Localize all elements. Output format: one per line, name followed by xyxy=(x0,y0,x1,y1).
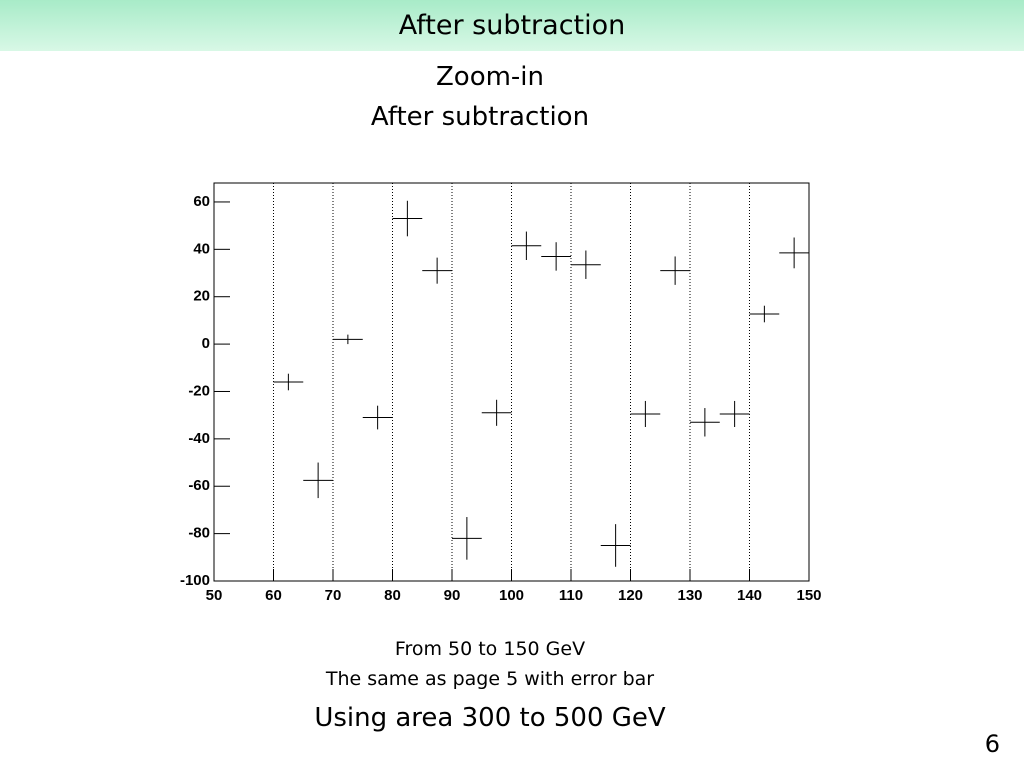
x-tick-label: 130 xyxy=(677,587,702,604)
y-tick-label: -80 xyxy=(188,525,210,542)
chart: 50 60 70 80 90 100 110 120 130 140 150 -100 -80 -60 -4… xyxy=(180,182,822,604)
x-tick-label: 120 xyxy=(618,587,643,604)
x-tick-label: 150 xyxy=(796,587,821,604)
x-tick-label: 100 xyxy=(499,587,524,604)
title-line: Zoom-in xyxy=(435,62,545,92)
x-tick-label: 90 xyxy=(444,587,461,604)
x-tick-label: 50 xyxy=(206,587,223,604)
y-tick-label: -100 xyxy=(180,572,210,589)
y-tick-label: 40 xyxy=(193,240,210,257)
x-tick-label: 110 xyxy=(559,587,583,604)
y-tick-label: 20 xyxy=(193,288,210,305)
x-tick-label: 60 xyxy=(265,587,282,604)
slide-header: After subtraction xyxy=(0,0,1024,51)
y-tick-label: 60 xyxy=(193,193,210,210)
x-tick-label: 70 xyxy=(325,587,342,604)
footer-text: Using area 300 to 500 GeV xyxy=(314,703,666,733)
y-tick-label: -40 xyxy=(188,430,210,447)
y-tick-label: 0 xyxy=(202,335,210,352)
title-line: After subtraction xyxy=(370,102,590,132)
note: From 50 to 150 GeV xyxy=(394,638,586,660)
x-tick-label: 80 xyxy=(384,587,401,604)
page-number: 6 xyxy=(984,730,1000,758)
y-tick-label: -20 xyxy=(188,382,210,399)
note: The same as page 5 with error bar xyxy=(325,668,655,690)
x-tick-label: 140 xyxy=(737,587,762,604)
y-tick-label: -60 xyxy=(188,477,210,494)
